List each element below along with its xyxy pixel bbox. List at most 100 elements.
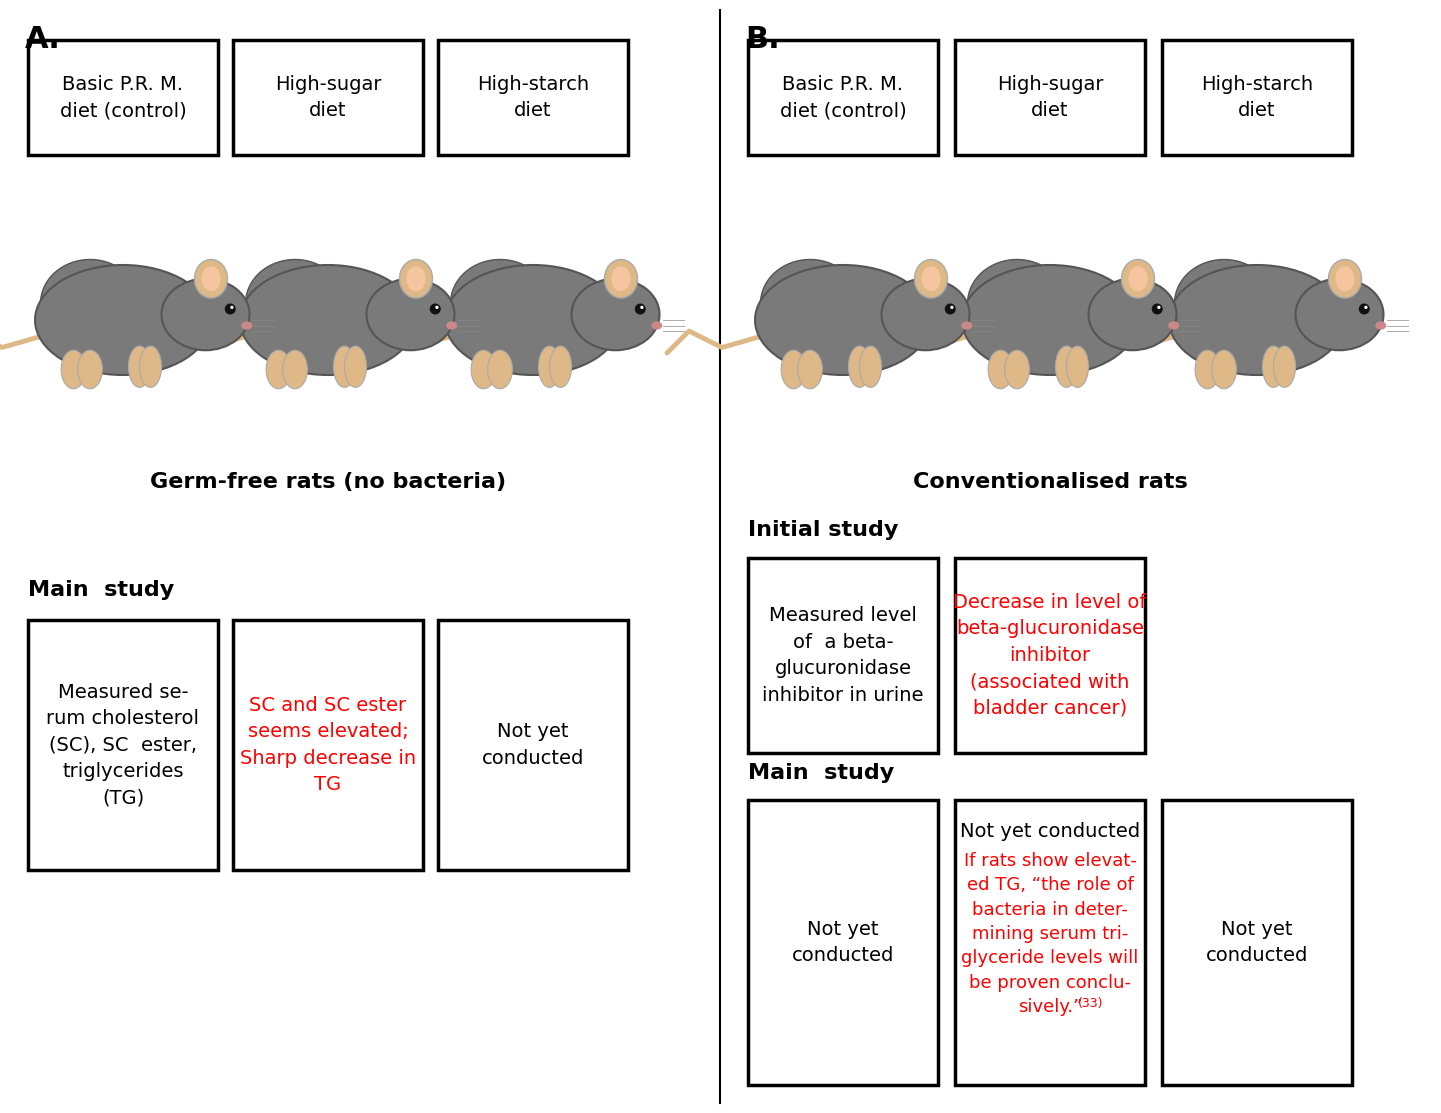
Ellipse shape	[963, 265, 1138, 375]
Text: Basic P.R. M.
diet (control): Basic P.R. M. diet (control)	[59, 75, 186, 120]
Ellipse shape	[1274, 346, 1295, 387]
Ellipse shape	[35, 265, 210, 375]
Text: High-sugar
diet: High-sugar diet	[275, 75, 382, 120]
Ellipse shape	[406, 266, 425, 292]
Ellipse shape	[859, 346, 882, 387]
Ellipse shape	[1004, 351, 1029, 388]
Ellipse shape	[140, 346, 161, 387]
Text: If rats show elevat-
ed TG, “the role of
bacteria in deter-
mining serum tri-
gl: If rats show elevat- ed TG, “the role of…	[961, 851, 1138, 1016]
FancyBboxPatch shape	[1161, 40, 1352, 155]
FancyBboxPatch shape	[438, 40, 628, 155]
Text: High-sugar
diet: High-sugar diet	[997, 75, 1104, 120]
Ellipse shape	[61, 351, 86, 388]
Ellipse shape	[849, 346, 870, 387]
Circle shape	[1365, 306, 1368, 309]
Text: Measured se-
rum cholesterol
(SC), SC  ester,
triglycerides
(TG): Measured se- rum cholesterol (SC), SC es…	[46, 682, 199, 808]
Ellipse shape	[366, 278, 454, 351]
Text: Not yet
conducted: Not yet conducted	[481, 722, 584, 768]
Ellipse shape	[989, 351, 1013, 388]
Ellipse shape	[755, 265, 931, 375]
Circle shape	[950, 306, 954, 309]
Text: Initial study: Initial study	[748, 520, 898, 540]
Circle shape	[1157, 306, 1160, 309]
Ellipse shape	[1295, 278, 1383, 351]
Text: Not yet
conducted: Not yet conducted	[791, 919, 895, 965]
Ellipse shape	[241, 322, 252, 329]
Ellipse shape	[1169, 322, 1179, 329]
Circle shape	[945, 304, 955, 315]
Ellipse shape	[245, 259, 344, 347]
Ellipse shape	[128, 346, 150, 387]
Ellipse shape	[161, 278, 249, 351]
FancyBboxPatch shape	[955, 40, 1146, 155]
Ellipse shape	[1169, 265, 1344, 375]
Text: Germ-free rats (no bacteria): Germ-free rats (no bacteria)	[150, 472, 506, 492]
FancyBboxPatch shape	[27, 620, 218, 870]
Circle shape	[1359, 304, 1370, 315]
FancyBboxPatch shape	[438, 620, 628, 870]
Text: Main  study: Main study	[748, 764, 895, 784]
Ellipse shape	[451, 259, 549, 347]
Text: (33): (33)	[1078, 997, 1104, 1009]
Ellipse shape	[1375, 322, 1386, 329]
Ellipse shape	[761, 259, 859, 347]
Ellipse shape	[882, 278, 970, 351]
Ellipse shape	[781, 351, 806, 388]
Text: High-starch
diet: High-starch diet	[1200, 75, 1313, 120]
Ellipse shape	[1329, 259, 1362, 298]
Text: SC and SC ester
seems elevated;
Sharp decrease in
TG: SC and SC ester seems elevated; Sharp de…	[241, 696, 416, 795]
Ellipse shape	[267, 351, 291, 388]
Ellipse shape	[651, 322, 663, 329]
Ellipse shape	[921, 266, 941, 292]
Ellipse shape	[605, 259, 637, 298]
FancyBboxPatch shape	[27, 40, 218, 155]
Ellipse shape	[471, 351, 496, 388]
Circle shape	[1151, 304, 1163, 315]
Ellipse shape	[1055, 346, 1078, 387]
FancyBboxPatch shape	[748, 800, 938, 1085]
Ellipse shape	[1174, 259, 1274, 347]
Ellipse shape	[1128, 266, 1147, 292]
Ellipse shape	[333, 346, 356, 387]
Ellipse shape	[539, 346, 561, 387]
Text: Basic P.R. M.
diet (control): Basic P.R. M. diet (control)	[780, 75, 906, 120]
Text: Main  study: Main study	[27, 580, 174, 600]
Ellipse shape	[241, 265, 416, 375]
FancyBboxPatch shape	[233, 620, 424, 870]
Text: Not yet
conducted: Not yet conducted	[1206, 919, 1308, 965]
Text: Conventionalised rats: Conventionalised rats	[912, 472, 1187, 492]
Ellipse shape	[282, 351, 307, 388]
Ellipse shape	[611, 266, 631, 292]
Ellipse shape	[1212, 351, 1236, 388]
Ellipse shape	[1336, 266, 1355, 292]
Ellipse shape	[549, 346, 572, 387]
Circle shape	[225, 304, 236, 315]
Text: Decrease in level of
beta-glucuronidase
inhibitor
(associated with
bladder cance: Decrease in level of beta-glucuronidase …	[954, 593, 1147, 718]
Ellipse shape	[915, 259, 948, 298]
Ellipse shape	[1066, 346, 1088, 387]
Ellipse shape	[798, 351, 823, 388]
Ellipse shape	[40, 259, 140, 347]
FancyBboxPatch shape	[1161, 800, 1352, 1085]
Text: Not yet conducted: Not yet conducted	[960, 823, 1140, 841]
Ellipse shape	[447, 322, 457, 329]
Ellipse shape	[1262, 346, 1284, 387]
Ellipse shape	[961, 322, 973, 329]
Ellipse shape	[572, 278, 660, 351]
Ellipse shape	[1088, 278, 1176, 351]
FancyBboxPatch shape	[955, 558, 1146, 754]
Ellipse shape	[344, 346, 366, 387]
Ellipse shape	[202, 266, 220, 292]
Ellipse shape	[1195, 351, 1221, 388]
FancyBboxPatch shape	[748, 558, 938, 754]
Circle shape	[231, 306, 233, 309]
Circle shape	[435, 306, 438, 309]
Ellipse shape	[1121, 259, 1154, 298]
Ellipse shape	[487, 351, 513, 388]
Circle shape	[634, 304, 646, 315]
Text: Measured level
of  a beta-
glucuronidase
inhibitor in urine: Measured level of a beta- glucuronidase …	[762, 607, 924, 705]
FancyBboxPatch shape	[233, 40, 424, 155]
Ellipse shape	[195, 259, 228, 298]
Ellipse shape	[399, 259, 432, 298]
Ellipse shape	[967, 259, 1066, 347]
